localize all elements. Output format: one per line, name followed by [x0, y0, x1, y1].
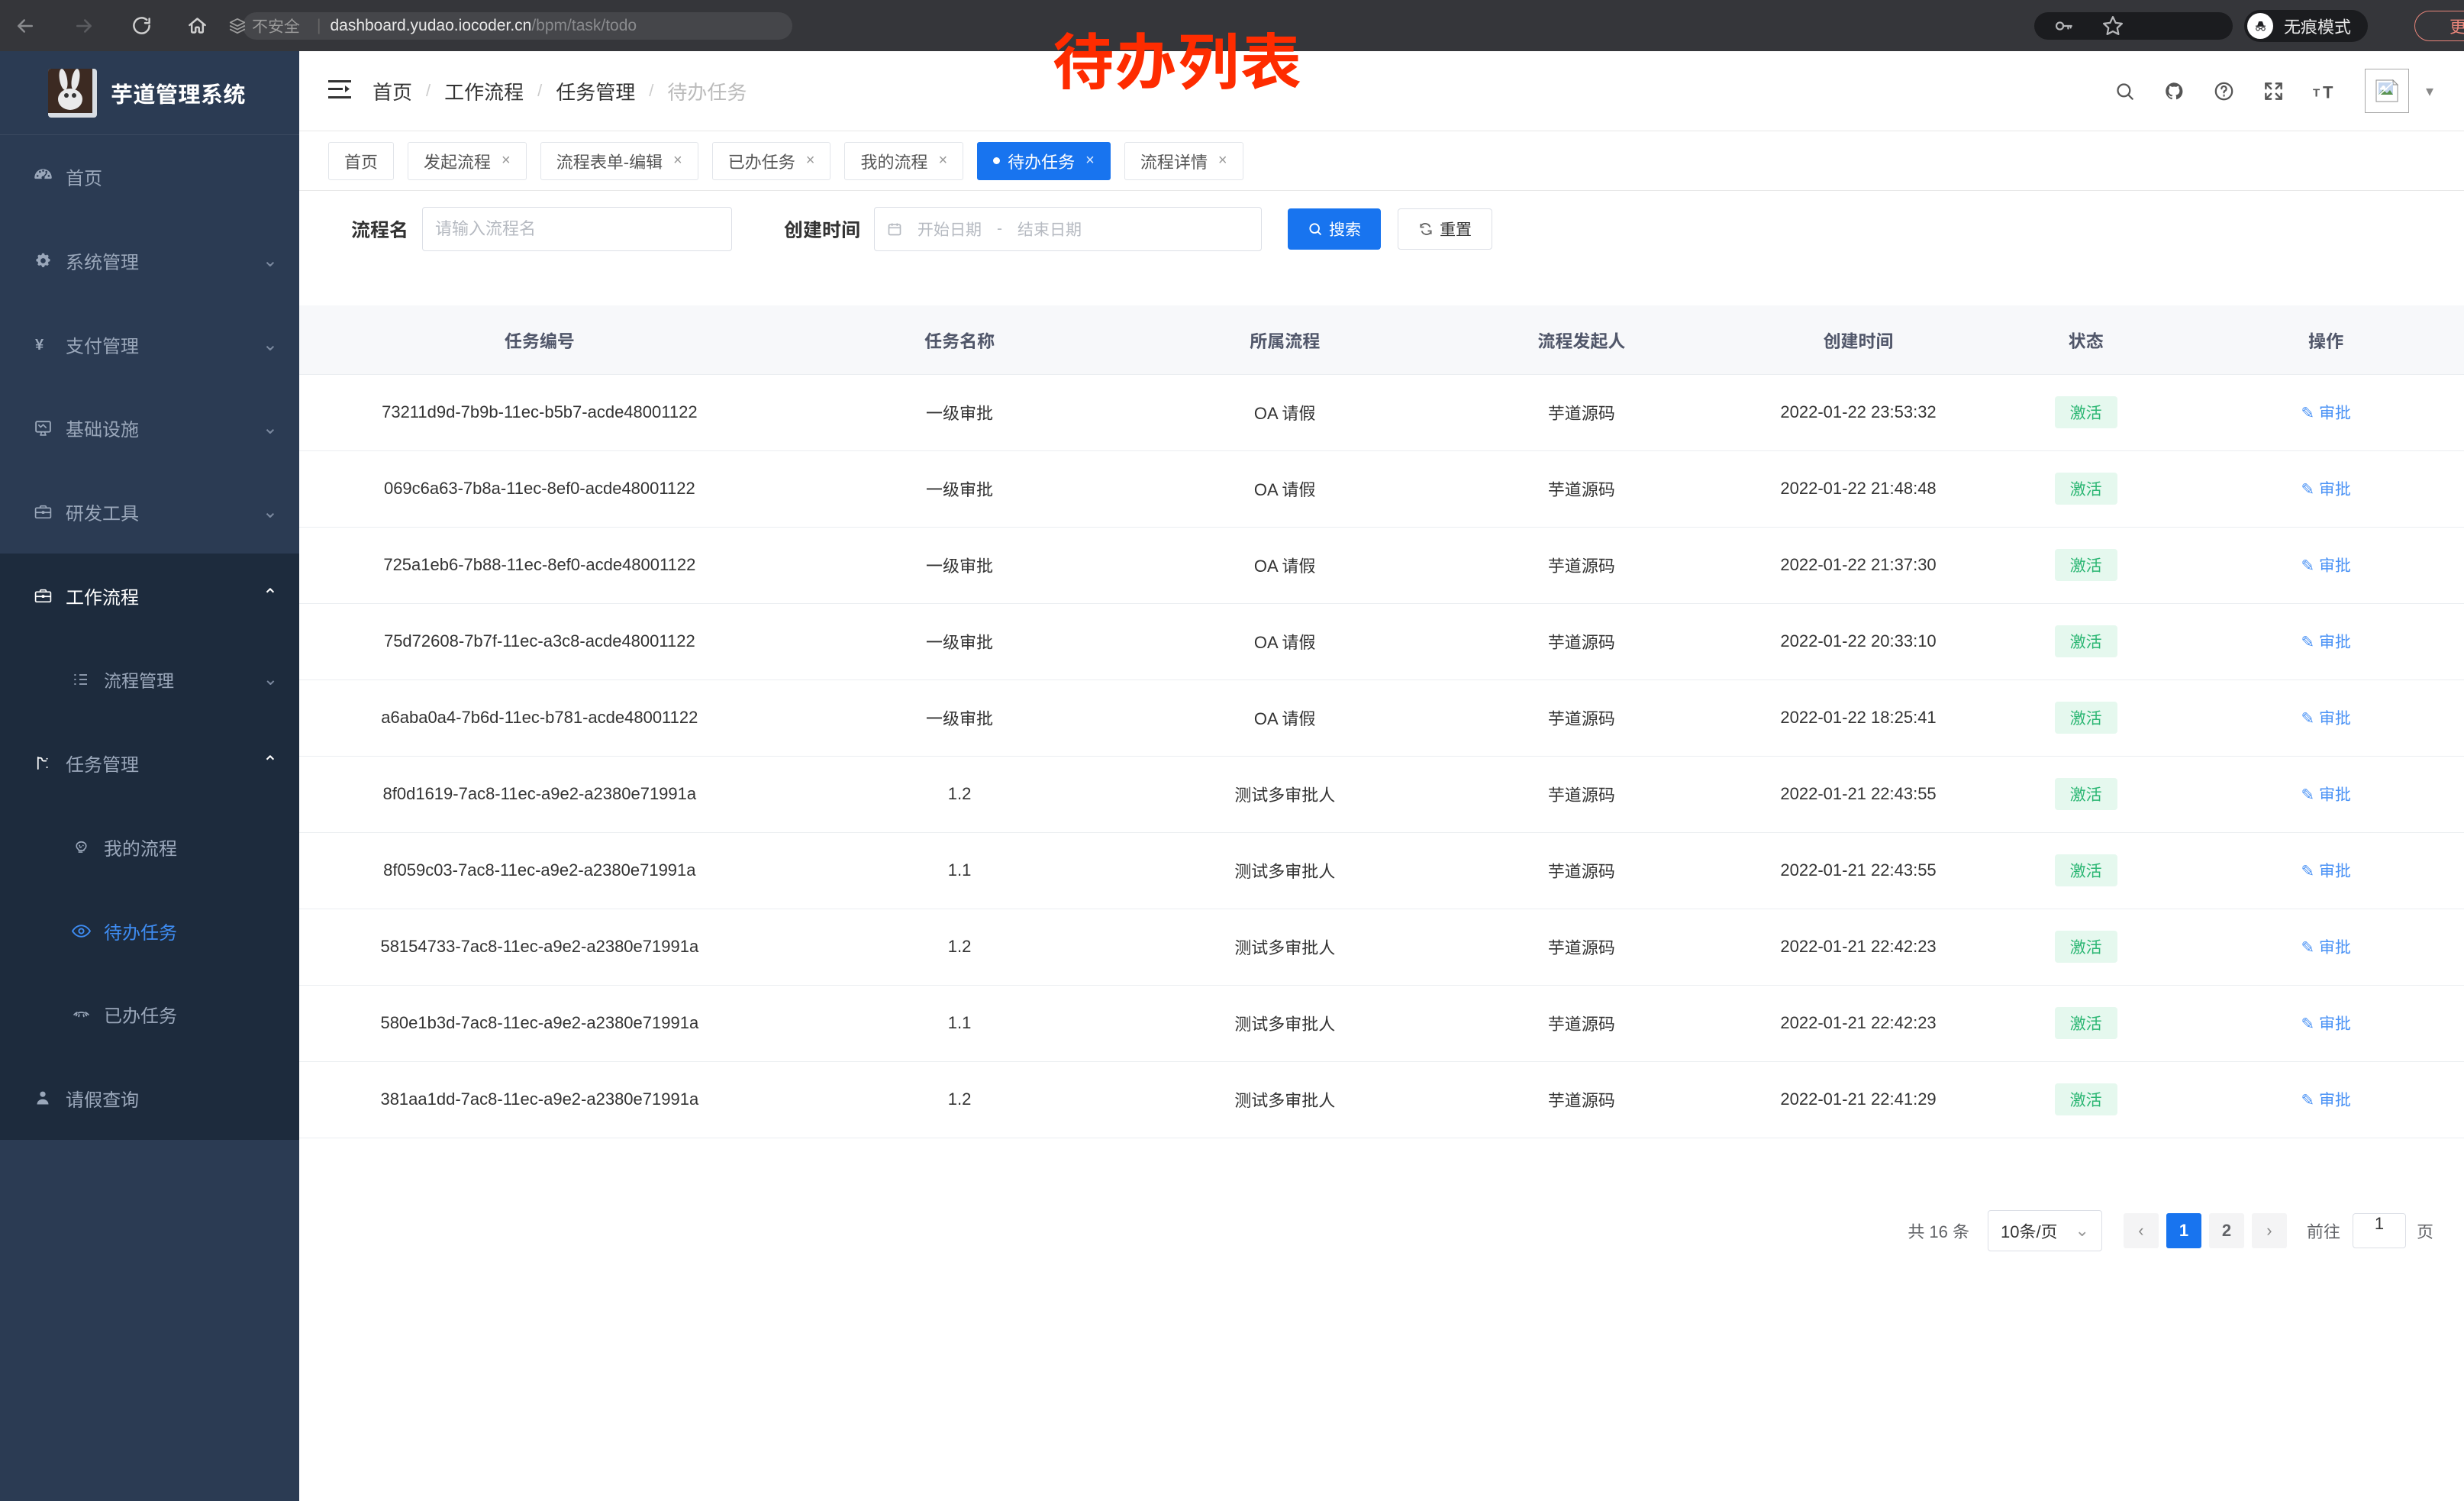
- svg-text:T: T: [2313, 86, 2320, 99]
- svg-text:T: T: [2323, 82, 2333, 102]
- svg-text:¥: ¥: [35, 337, 44, 353]
